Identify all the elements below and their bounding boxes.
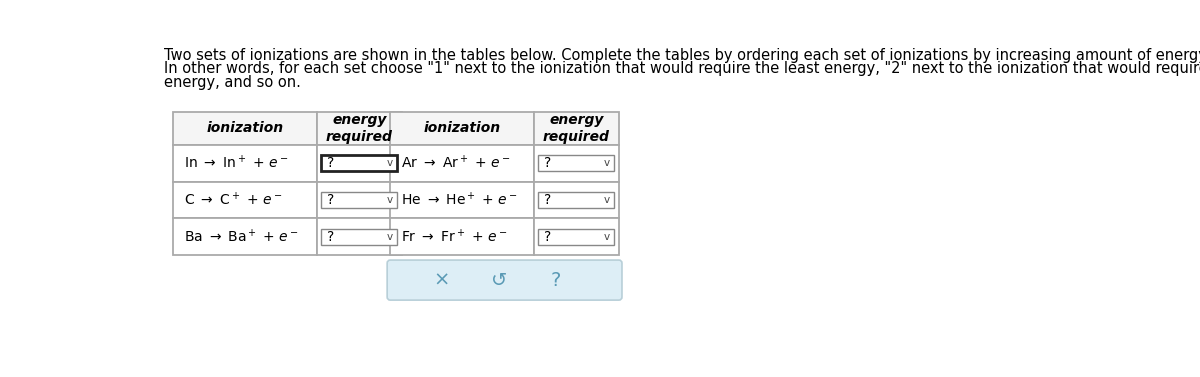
Text: v: v — [386, 158, 392, 168]
FancyBboxPatch shape — [390, 144, 534, 182]
FancyBboxPatch shape — [534, 219, 619, 256]
FancyBboxPatch shape — [390, 112, 534, 144]
Text: energy, and so on.: energy, and so on. — [164, 75, 301, 89]
Text: v: v — [604, 158, 610, 168]
FancyBboxPatch shape — [173, 219, 317, 256]
Text: v: v — [604, 232, 610, 242]
FancyBboxPatch shape — [534, 144, 619, 182]
FancyBboxPatch shape — [317, 182, 402, 219]
FancyBboxPatch shape — [390, 219, 534, 256]
FancyBboxPatch shape — [173, 144, 317, 182]
Text: In other words, for each set choose "1" next to the ionization that would requir: In other words, for each set choose "1" … — [164, 61, 1200, 77]
FancyBboxPatch shape — [390, 182, 534, 219]
FancyBboxPatch shape — [388, 260, 622, 300]
FancyBboxPatch shape — [322, 155, 397, 171]
FancyBboxPatch shape — [322, 229, 397, 245]
Text: v: v — [604, 195, 610, 205]
FancyBboxPatch shape — [317, 112, 402, 144]
Text: ×: × — [433, 271, 450, 290]
Text: Two sets of ionizations are shown in the tables below. Complete the tables by or: Two sets of ionizations are shown in the… — [164, 48, 1200, 63]
Text: ?: ? — [551, 271, 562, 290]
Text: ↺: ↺ — [491, 271, 508, 290]
FancyBboxPatch shape — [317, 144, 402, 182]
Text: ?: ? — [328, 156, 335, 170]
FancyBboxPatch shape — [173, 112, 317, 144]
Text: ?: ? — [545, 193, 552, 207]
Text: ionization: ionization — [206, 121, 283, 135]
FancyBboxPatch shape — [173, 182, 317, 219]
Text: ?: ? — [545, 156, 552, 170]
FancyBboxPatch shape — [539, 155, 614, 171]
FancyBboxPatch shape — [534, 112, 619, 144]
Text: Fr $\rightarrow$ Fr$^+$ + $e^-$: Fr $\rightarrow$ Fr$^+$ + $e^-$ — [401, 228, 508, 246]
Text: Ba $\rightarrow$ Ba$^+$ + $e^-$: Ba $\rightarrow$ Ba$^+$ + $e^-$ — [184, 228, 299, 246]
Text: v: v — [386, 232, 392, 242]
Text: He $\rightarrow$ He$^+$ + $e^-$: He $\rightarrow$ He$^+$ + $e^-$ — [401, 192, 518, 208]
FancyBboxPatch shape — [317, 219, 402, 256]
Text: energy
required: energy required — [542, 113, 610, 144]
Text: Ar $\rightarrow$ Ar$^+$ + $e^-$: Ar $\rightarrow$ Ar$^+$ + $e^-$ — [401, 155, 510, 172]
FancyBboxPatch shape — [539, 229, 614, 245]
FancyBboxPatch shape — [534, 182, 619, 219]
Text: In $\rightarrow$ In$^+$ + $e^-$: In $\rightarrow$ In$^+$ + $e^-$ — [184, 155, 289, 172]
Text: ?: ? — [328, 193, 335, 207]
Text: ?: ? — [545, 230, 552, 244]
FancyBboxPatch shape — [539, 192, 614, 208]
Text: v: v — [386, 195, 392, 205]
Text: ?: ? — [328, 230, 335, 244]
Text: C $\rightarrow$ C$^+$ + $e^-$: C $\rightarrow$ C$^+$ + $e^-$ — [184, 192, 282, 208]
Text: ionization: ionization — [424, 121, 500, 135]
Text: energy
required: energy required — [326, 113, 392, 144]
FancyBboxPatch shape — [322, 192, 397, 208]
